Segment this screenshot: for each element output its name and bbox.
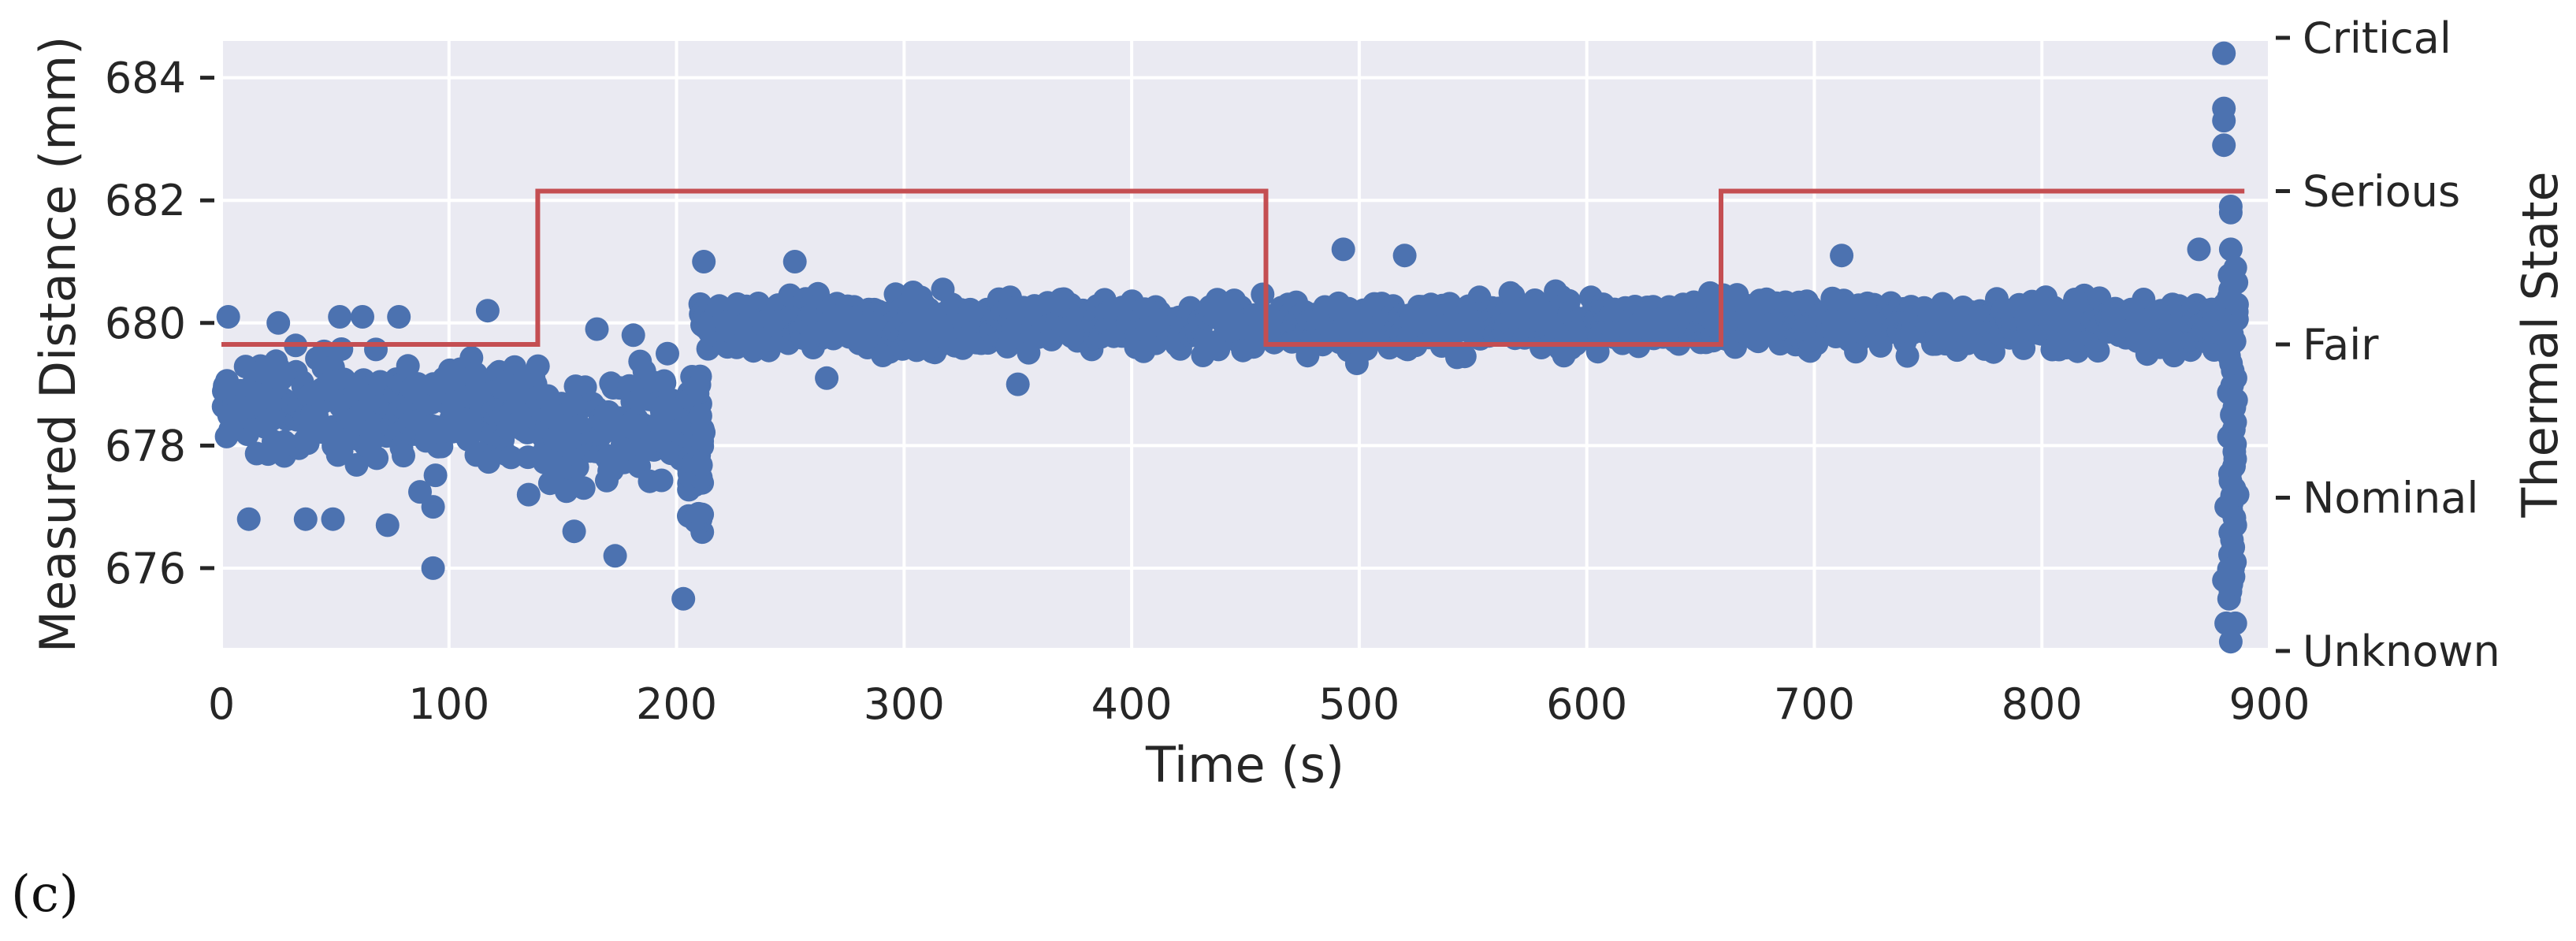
- x-tick-label-0: 0: [208, 679, 235, 729]
- data-point-1772: [2218, 237, 2243, 262]
- y-tick-label-4: 684: [105, 54, 186, 103]
- data-point-297: [571, 476, 596, 500]
- data-point-1751: [516, 482, 541, 507]
- x-tick-label-8: 800: [2002, 679, 2083, 729]
- data-point-241: [503, 355, 527, 379]
- y-tick-label-2: 680: [105, 299, 186, 348]
- data-point-1753: [585, 317, 609, 341]
- data-point-1746: [375, 513, 400, 537]
- x-tick-label-1: 100: [408, 679, 489, 729]
- data-point-1745: [351, 305, 374, 329]
- data-point-1769: [2212, 133, 2236, 158]
- data-point-128: [364, 337, 388, 362]
- x-tick-label-9: 900: [2228, 679, 2310, 729]
- data-point-1752: [562, 519, 586, 544]
- data-point-1776: [2218, 630, 2243, 654]
- data-point-259: [526, 354, 550, 378]
- data-point-1763: [1392, 244, 1417, 268]
- data-point-1692: [689, 453, 713, 478]
- data-point-1762: [1331, 237, 1355, 262]
- data-point-1690: [686, 501, 711, 526]
- data-point-1487: [2012, 336, 2036, 360]
- data-points: [211, 41, 2250, 654]
- x-tick-label-2: 200: [636, 679, 717, 729]
- data-point-1688: [685, 375, 709, 400]
- data-point-1742: [293, 507, 318, 531]
- data-point-1749: [421, 495, 445, 519]
- data-point-1740: [236, 507, 261, 531]
- x-tick-label-3: 300: [864, 679, 945, 729]
- x-tick-label-7: 700: [1774, 679, 1855, 729]
- y2-tick-label-3: Serious: [2303, 167, 2460, 217]
- x-axis-label: Time (s): [1145, 736, 1344, 794]
- data-point-1768: [2212, 109, 2236, 133]
- data-point-1757: [671, 586, 696, 611]
- x-tick-label-4: 400: [1091, 679, 1173, 729]
- data-point-1761: [1005, 372, 1030, 396]
- y-tick-label-0: 676: [105, 544, 186, 593]
- y-axis-label: Measured Distance (mm): [29, 36, 87, 653]
- data-point-1755: [621, 323, 645, 348]
- data-point-1756: [656, 341, 679, 366]
- data-point-111: [344, 452, 369, 477]
- y2-axis-label: Thermal State: [2511, 171, 2569, 518]
- y-tick-label-1: 678: [105, 421, 186, 470]
- y-tick-label-3: 682: [105, 176, 186, 225]
- data-point-1764: [1830, 244, 1854, 268]
- data-point-1758: [692, 250, 716, 273]
- data-point-1028: [1452, 344, 1477, 369]
- x-axis-ticks: 0 100 200 300 400 500 600 700 800 900: [208, 679, 2310, 729]
- x-tick-label-6: 600: [1546, 679, 1627, 729]
- data-point-238: [499, 445, 523, 470]
- grid: [220, 41, 2271, 648]
- y-axis-ticks: 676 678 680 682 684: [105, 54, 214, 593]
- data-point-126: [365, 446, 389, 470]
- data-point-176: [423, 463, 448, 488]
- data-point-1748: [421, 556, 445, 580]
- data-point-153: [396, 354, 420, 378]
- data-point-1741: [266, 311, 291, 335]
- data-point-1759: [782, 250, 807, 273]
- data-point-1390: [1895, 344, 1920, 368]
- data-point-1744: [328, 305, 352, 329]
- data-point-1777: [2221, 556, 2245, 580]
- data-point-1550: [2086, 339, 2110, 363]
- panel-label: (c): [11, 865, 79, 924]
- data-point-1775: [2223, 611, 2247, 635]
- data-point-1754: [603, 544, 627, 568]
- data-point-368: [652, 369, 676, 393]
- data-point-1750: [475, 299, 500, 323]
- data-point-1743: [321, 507, 345, 531]
- data-point-1738: [2223, 255, 2247, 280]
- data-point-860: [1251, 282, 1275, 307]
- data-point-1739: [216, 305, 240, 329]
- data-point-1747: [387, 305, 411, 329]
- y2-tick-label-4: Critical: [2303, 13, 2451, 63]
- y2-tick-label-0: Unknown: [2303, 627, 2500, 676]
- y2-tick-label-1: Nominal: [2303, 474, 2478, 523]
- data-point-1771: [2218, 200, 2243, 225]
- data-point-363: [649, 468, 674, 493]
- y2-tick-label-2: Fair: [2303, 320, 2379, 370]
- data-point-98: [329, 337, 354, 361]
- data-point-1779: [2214, 495, 2239, 519]
- data-point-1760: [815, 366, 839, 390]
- x-tick-label-5: 500: [1318, 679, 1400, 729]
- data-point-1691: [688, 404, 712, 428]
- data-point-1765: [2187, 237, 2211, 262]
- thermal-state-line: [221, 188, 2245, 347]
- data-point-1766: [2212, 41, 2236, 65]
- data-point-150: [392, 444, 415, 468]
- y2-axis-ticks: Unknown Nominal Fair Serious Critical: [2276, 13, 2500, 676]
